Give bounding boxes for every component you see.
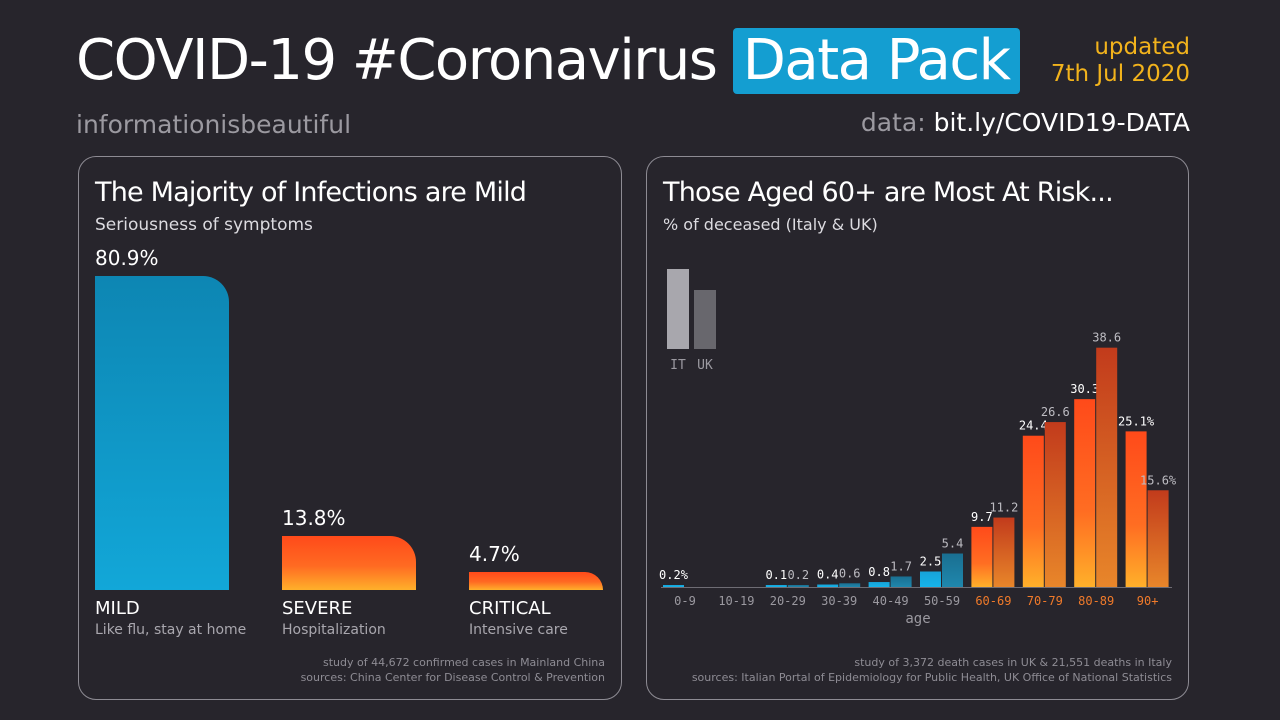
age-bar-it-60-69 [971,526,993,587]
age-data-label: 30.3 [1070,382,1099,396]
age-axis-label: age [905,611,930,627]
data-source: data: bit.ly/COVID19-DATA [861,108,1190,137]
age-tick-label: 0-9 [674,594,696,608]
title-main: COVID-19 #Coronavirus [76,28,718,93]
age-data-label: 38.6 [1092,331,1121,345]
age-data-label: 26.6 [1041,405,1070,419]
severity-category-description: Like flu, stay at home [95,622,247,638]
age-data-label: 5.4 [942,537,964,551]
age-footnote-study: study of 3,372 death cases in UK & 21,55… [854,656,1172,669]
age-panel: Those Aged 60+ are Most At Risk... % of … [646,156,1189,700]
severity-bar-severe [282,536,416,590]
severity-category-label: CRITICAL [469,598,551,619]
updated-block: updated 7th Jul 2020 [1051,34,1190,88]
age-data-label: 0.2% [659,568,689,582]
severity-title: The Majority of Infections are Mild [95,177,527,208]
legend-label-it: IT [670,358,686,373]
age-bar-uk-40-49 [890,576,912,587]
age-tick-label: 50-59 [924,594,960,608]
data-url[interactable]: bit.ly/COVID19-DATA [933,108,1190,137]
age-bar-it-20-29 [765,585,787,587]
updated-label: updated [1094,34,1190,60]
severity-value-label: 80.9% [95,246,159,270]
age-tick-label: 90+ [1137,594,1159,608]
age-chart: 0.2% 0-9 10-19 0.1 0.2 20-29 0.4 0.6 30-39 0.8 1.7… [659,269,1177,627]
severity-value-label: 4.7% [469,541,520,566]
legend-swatch-uk [694,290,716,349]
age-data-label: 11.2 [989,501,1018,515]
age-bar-it-50-59 [920,571,941,587]
age-bar-uk-20-29 [787,585,809,587]
legend-swatch-it [667,269,689,349]
updated-date: 7th Jul 2020 [1050,61,1190,87]
severity-footnote-study: study of 44,672 confirmed cases in Mainl… [322,656,605,669]
age-data-label: 1.7 [890,559,912,573]
severity-category-label: MILD [95,598,140,619]
age-data-label: 0.1 [765,568,787,582]
severity-category-label: SEVERE [282,598,353,619]
severity-bar-critical [469,571,603,590]
data-label: data: [860,108,926,137]
age-bar-uk-60-69 [993,517,1015,587]
age-tick-label: 20-29 [770,594,806,608]
age-subtitle: % of deceased (Italy & UK) [663,215,878,234]
page-title: COVID-19 #Coronavirus Data Pack [76,26,1020,96]
age-data-label: 9.7 [971,510,993,524]
age-bar-uk-50-59 [942,553,963,587]
severity-value-label: 13.8% [282,506,346,531]
severity-category-description: Hospitalization [282,622,386,638]
age-footnote-sources: sources: Italian Portal of Epidemiology … [691,671,1172,684]
age-bar-it-90+ [1125,431,1147,587]
age-tick-label: 40-49 [873,594,909,608]
severity-panel: The Majority of Infections are Mild Seri… [78,156,622,700]
age-data-label: 0.2 [787,568,809,582]
age-bar-it-80-89 [1074,399,1096,587]
age-data-label: 24.4 [1019,419,1048,433]
age-tick-label: 30-39 [821,594,857,608]
age-data-label: 0.8 [868,565,890,579]
age-data-label: 0.6 [839,566,861,580]
age-tick-label: 60-69 [975,594,1011,608]
age-bar-it-0-9 [663,585,684,587]
age-bar-uk-70-79 [1044,422,1066,587]
age-data-label: 2.5 [920,555,942,569]
severity-category-description: Intensive care [469,622,568,638]
age-bar-uk-80-89 [1096,347,1118,587]
brand-name: informationisbeautiful [76,110,352,139]
age-data-label: 25.1% [1118,414,1155,428]
age-bar-uk-30-39 [839,583,861,587]
severity-footnote-sources: sources: China Center for Disease Contro… [300,671,605,684]
title-pill: Data Pack [732,28,1020,94]
age-bar-it-40-49 [868,582,890,587]
age-tick-label: 10-19 [718,594,754,608]
age-bar-it-70-79 [1022,435,1044,587]
age-data-label: 15.6% [1140,473,1177,487]
age-data-label: 0.4 [817,568,839,582]
age-bar-uk-90+ [1147,490,1169,587]
severity-bar-mild [95,276,229,590]
age-tick-label: 80-89 [1078,594,1114,608]
legend-label-uk: UK [697,358,713,373]
severity-subtitle: Seriousness of symptoms [95,215,313,235]
age-bar-it-30-39 [817,584,839,587]
age-title: Those Aged 60+ are Most At Risk... [663,177,1114,208]
age-tick-label: 70-79 [1027,594,1063,608]
